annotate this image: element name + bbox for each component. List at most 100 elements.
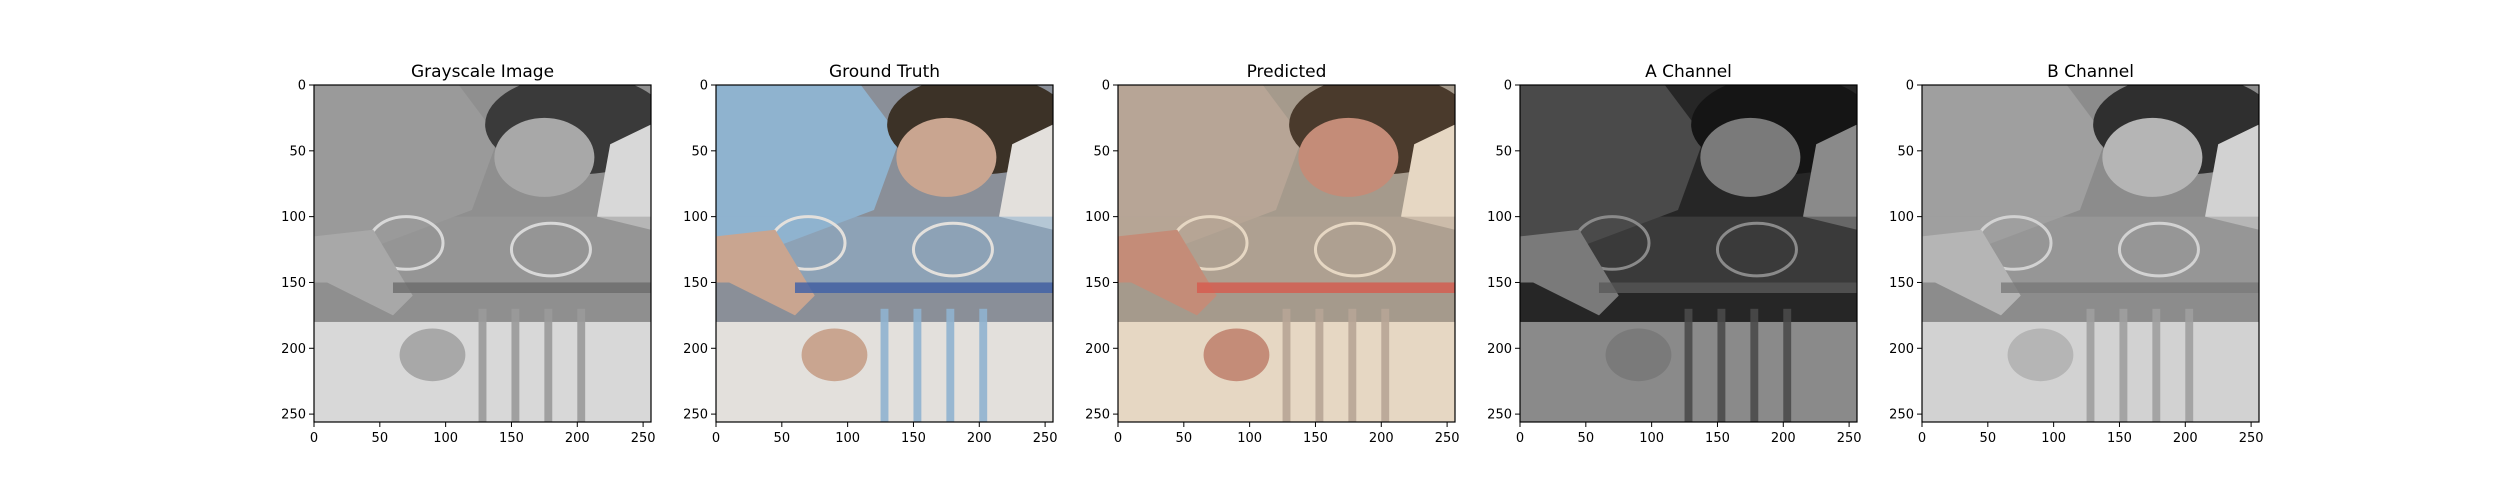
face-region [896, 117, 997, 197]
baby-region [399, 328, 466, 382]
porthole [1313, 221, 1396, 278]
y-tick-label: 150 [281, 276, 306, 291]
x-tick-label: 0 [1918, 431, 1926, 446]
crib-rail [2086, 308, 2095, 422]
arm-region [1520, 229, 1619, 316]
y-tick-label: 0 [298, 79, 306, 94]
arm-region [716, 229, 815, 316]
panel-image [716, 85, 1053, 422]
x-tick-label: 200 [1771, 431, 1796, 446]
y-tick-label: 50 [691, 144, 708, 159]
crib-rail [913, 308, 922, 422]
x-tick-label: 0 [310, 431, 318, 446]
y-tick-label: 250 [1889, 408, 1914, 423]
y-tick-label: 250 [1085, 408, 1110, 423]
baby-region [1203, 328, 1270, 382]
panel-image [1922, 85, 2259, 422]
crib-rail [1282, 308, 1291, 422]
x-tick-label: 250 [1837, 431, 1862, 446]
pillow-region [597, 124, 651, 230]
porthole [2117, 221, 2200, 278]
x-tick-label: 200 [2173, 431, 2198, 446]
x-tick-label: 150 [1705, 431, 1730, 446]
x-tick-label: 100 [2041, 431, 2066, 446]
y-tick-label: 150 [1085, 276, 1110, 291]
x-tick-label: 200 [565, 431, 590, 446]
y-tick-label: 100 [1487, 210, 1512, 225]
x-tick-label: 100 [1237, 431, 1262, 446]
pillow-region [2205, 124, 2259, 230]
crib-rail [1684, 308, 1693, 422]
panel-title: B Channel [2047, 62, 2134, 82]
x-tick-label: 150 [1303, 431, 1328, 446]
panel-title: A Channel [1645, 62, 1732, 82]
y-tick-label: 50 [1897, 144, 1914, 159]
axes-frame [1117, 84, 1456, 423]
y-tick-label: 150 [1487, 276, 1512, 291]
y-tick-label: 50 [289, 144, 306, 159]
y-tick-label: 100 [1085, 210, 1110, 225]
face-region [2102, 117, 2203, 197]
x-tick-label: 200 [967, 431, 992, 446]
panel-image [314, 85, 651, 422]
panel-title: Predicted [1247, 62, 1327, 82]
x-tick-label: 0 [1114, 431, 1122, 446]
face-region [1298, 117, 1399, 197]
porthole [1715, 221, 1798, 278]
axes-frame [313, 84, 652, 423]
crib-rail [544, 308, 553, 422]
x-tick-label: 150 [499, 431, 524, 446]
x-tick-label: 100 [1639, 431, 1664, 446]
x-tick-label: 100 [835, 431, 860, 446]
crib-rail [1315, 308, 1324, 422]
y-tick-label: 0 [1906, 79, 1914, 94]
panel-image [1118, 85, 1455, 422]
arm-region [1118, 229, 1217, 316]
crib-rail [1717, 308, 1726, 422]
pillow-region [1803, 124, 1857, 230]
crib-rail [2119, 308, 2128, 422]
face-region [1700, 117, 1801, 197]
y-tick-label: 0 [1504, 79, 1512, 94]
crib-rail [478, 308, 487, 422]
crib-rail [979, 308, 988, 422]
arm-region [314, 229, 413, 316]
x-tick-label: 250 [2239, 431, 2264, 446]
panel-b-channel: B Channel 0 50 100 150 200 250 0 50 100 150 200 250 [1889, 62, 2264, 446]
y-tick-label: 100 [1889, 210, 1914, 225]
panel-title: Grayscale Image [411, 62, 554, 82]
crib-rail [577, 308, 586, 422]
pillow-region [999, 124, 1053, 230]
x-tick-label: 250 [631, 431, 656, 446]
blanket-stripe [392, 282, 651, 293]
y-tick-label: 200 [683, 342, 708, 357]
y-tick-label: 200 [1889, 342, 1914, 357]
blanket-stripe [794, 282, 1053, 293]
crib-rail [1348, 308, 1357, 422]
x-tick-label: 100 [433, 431, 458, 446]
panel-ground-truth: Ground Truth 0 50 100 150 200 250 0 50 100 150 200 2… [683, 62, 1057, 446]
y-tick-label: 100 [281, 210, 306, 225]
axes-frame [715, 84, 1054, 423]
baby-region [1605, 328, 1672, 382]
y-tick-label: 250 [281, 408, 306, 423]
blanket-stripe [1598, 282, 1857, 293]
panel-grayscale: Grayscale Image 0 50 100 150 200 250 0 50 100 150 2… [281, 62, 656, 446]
y-tick-label: 100 [683, 210, 708, 225]
x-tick-label: 0 [712, 431, 720, 446]
baby-region [801, 328, 868, 382]
x-tick-label: 50 [1176, 431, 1193, 446]
crib-rail [511, 308, 520, 422]
x-tick-label: 200 [1369, 431, 1394, 446]
porthole [509, 221, 592, 278]
y-tick-label: 200 [281, 342, 306, 357]
y-tick-label: 0 [700, 79, 708, 94]
panel-predicted: Predicted 0 50 100 150 200 250 0 50 100 150 200 250 [1085, 62, 1459, 446]
x-tick-label: 150 [2107, 431, 2132, 446]
crib-rail [2152, 308, 2161, 422]
blanket-stripe [1196, 282, 1455, 293]
crib-rail [946, 308, 955, 422]
x-tick-label: 0 [1516, 431, 1524, 446]
crib-rail [1750, 308, 1759, 422]
